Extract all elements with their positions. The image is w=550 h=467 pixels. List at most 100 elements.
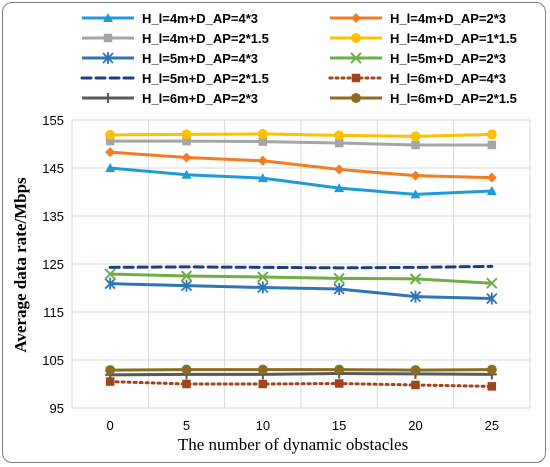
legend-item: H_l=6m+D_AP=4*3 (328, 71, 506, 86)
legend-item: H_l=5m+D_AP=2*3 (330, 51, 506, 66)
series-path (108, 380, 494, 388)
series-path (110, 132, 492, 138)
data-point (257, 271, 269, 283)
data-point (351, 73, 361, 83)
data-point (257, 173, 268, 183)
data-point (103, 93, 113, 103)
data-point (333, 272, 345, 285)
data-point (487, 140, 497, 150)
legend-item: H_l=4m+D_AP=1*1.5 (330, 31, 517, 46)
data-point (103, 13, 113, 22)
y-tick-label: 145 (42, 161, 64, 176)
y-tick-label: 135 (42, 209, 64, 224)
data-point (333, 282, 345, 295)
data-point (105, 365, 116, 376)
data-point (102, 52, 114, 64)
data-point (181, 152, 192, 163)
data-point (486, 292, 498, 305)
legend-label: H_l=6m+D_AP=2*3 (142, 91, 258, 106)
x-tick-label: 5 (183, 418, 190, 433)
legend-item: H_l=5m+D_AP=4*3 (82, 51, 258, 66)
legend-item: H_l=5m+D_AP=2*1.5 (80, 71, 269, 86)
legend-item: H_l=6m+D_AP=2*3 (82, 91, 258, 106)
legend-label: H_l=4m+D_AP=2*1.5 (142, 31, 269, 46)
data-point (258, 137, 268, 146)
data-point (258, 379, 268, 389)
legend-label: H_l=4m+D_AP=1*1.5 (390, 31, 517, 46)
y-tick-label: 155 (42, 113, 64, 128)
series-path (110, 139, 492, 147)
legend-item: H_l=6m+D_AP=2*1.5 (330, 91, 517, 106)
data-point (351, 13, 361, 23)
data-point (181, 169, 192, 179)
series-line (105, 364, 497, 376)
y-tick-label: 125 (42, 257, 64, 272)
series-path (110, 272, 492, 285)
series-path (110, 371, 492, 377)
data-point (182, 379, 191, 389)
data-point (334, 379, 344, 388)
data-point (486, 129, 497, 140)
data-point (486, 364, 497, 375)
data-point (410, 365, 421, 376)
data-point (257, 364, 268, 375)
data-point (411, 140, 420, 150)
series-line (105, 136, 497, 150)
series-line (105, 163, 497, 199)
data-point (104, 277, 116, 290)
data-point (409, 290, 422, 303)
data-point (410, 131, 421, 142)
legend-label: H_l=6m+D_AP=2*1.5 (390, 91, 517, 106)
legend-label: H_l=4m+D_AP=4*3 (142, 11, 258, 26)
data-point (334, 130, 345, 141)
data-point (105, 129, 116, 140)
data-point (487, 382, 497, 391)
x-tick-label: 10 (256, 418, 270, 433)
legend-item: H_l=4m+D_AP=2*1.5 (82, 31, 269, 46)
data-point (105, 163, 116, 172)
data-point (334, 138, 344, 148)
series-line (104, 277, 498, 305)
data-point (257, 155, 268, 166)
series-lines (104, 128, 498, 391)
data-point (486, 172, 497, 183)
series-path (110, 282, 492, 301)
series-path (110, 166, 492, 196)
y-axis-title: Average data rate/Mbps (11, 177, 30, 353)
data-point (409, 273, 422, 285)
axes: 95 105 115 125 135 145 155 0 5 10 15 20 25 (42, 113, 499, 433)
data-point (105, 377, 115, 386)
legend-label: H_l=6m+D_AP=4*3 (390, 71, 506, 86)
data-point (180, 279, 193, 292)
data-point (351, 33, 361, 43)
data-point (411, 380, 420, 390)
legend-item: H_l=4m+D_AP=4*3 (82, 11, 258, 26)
legend-label: H_l=4m+D_AP=2*3 (390, 11, 506, 26)
series-path (110, 150, 492, 180)
data-point (486, 186, 497, 196)
series-line (105, 377, 497, 391)
data-point (334, 164, 345, 175)
data-point (350, 52, 362, 64)
x-tick-label: 20 (408, 418, 422, 433)
data-point (180, 270, 193, 282)
data-point (334, 183, 345, 193)
series-line (108, 264, 494, 270)
y-tick-label: 105 (42, 353, 64, 368)
series-line (104, 268, 498, 289)
x-tick-label: 0 (107, 418, 114, 433)
grid (71, 119, 531, 409)
x-axis-title: The number of dynamic obstacles (178, 435, 408, 454)
legend-label: H_l=5m+D_AP=2*1.5 (142, 71, 269, 86)
data-point (105, 136, 115, 146)
x-tick-label: 15 (332, 418, 346, 433)
data-point (105, 147, 116, 158)
data-point (182, 136, 191, 146)
legend-label: H_l=5m+D_AP=4*3 (142, 51, 258, 66)
series-line (105, 128, 497, 142)
legend: H_l=4m+D_AP=4*3 H_l=4m+D_AP=2*3 H_l=4m+D_A… (80, 11, 517, 106)
legend-label: H_l=5m+D_AP=2*3 (390, 51, 506, 66)
series-path (108, 264, 494, 270)
y-tick-label: 95 (50, 401, 64, 416)
